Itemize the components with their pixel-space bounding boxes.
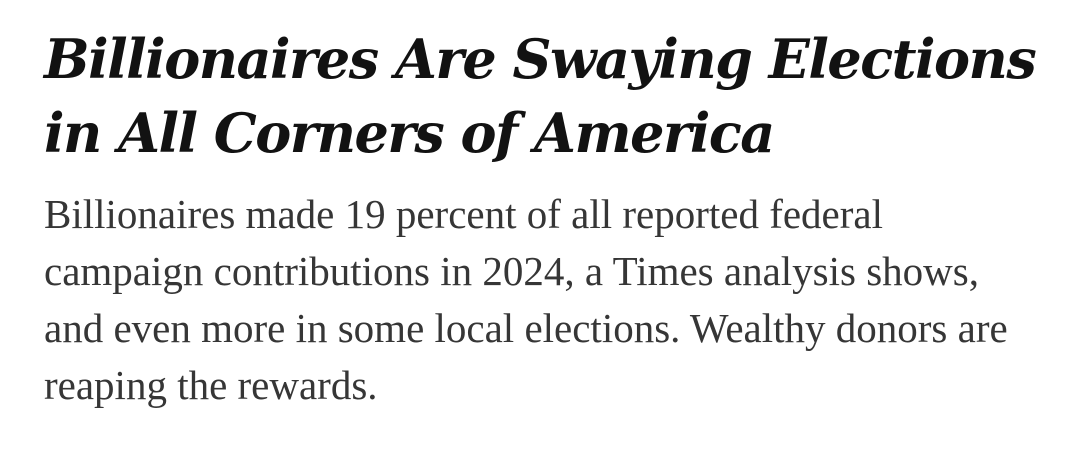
article-header: Billionaires Are Swaying Elections in Al… <box>44 22 1044 414</box>
headline[interactable]: Billionaires Are Swaying Elections in Al… <box>44 27 1037 165</box>
summary: Billionaires made 19 percent of all repo… <box>44 191 1008 408</box>
